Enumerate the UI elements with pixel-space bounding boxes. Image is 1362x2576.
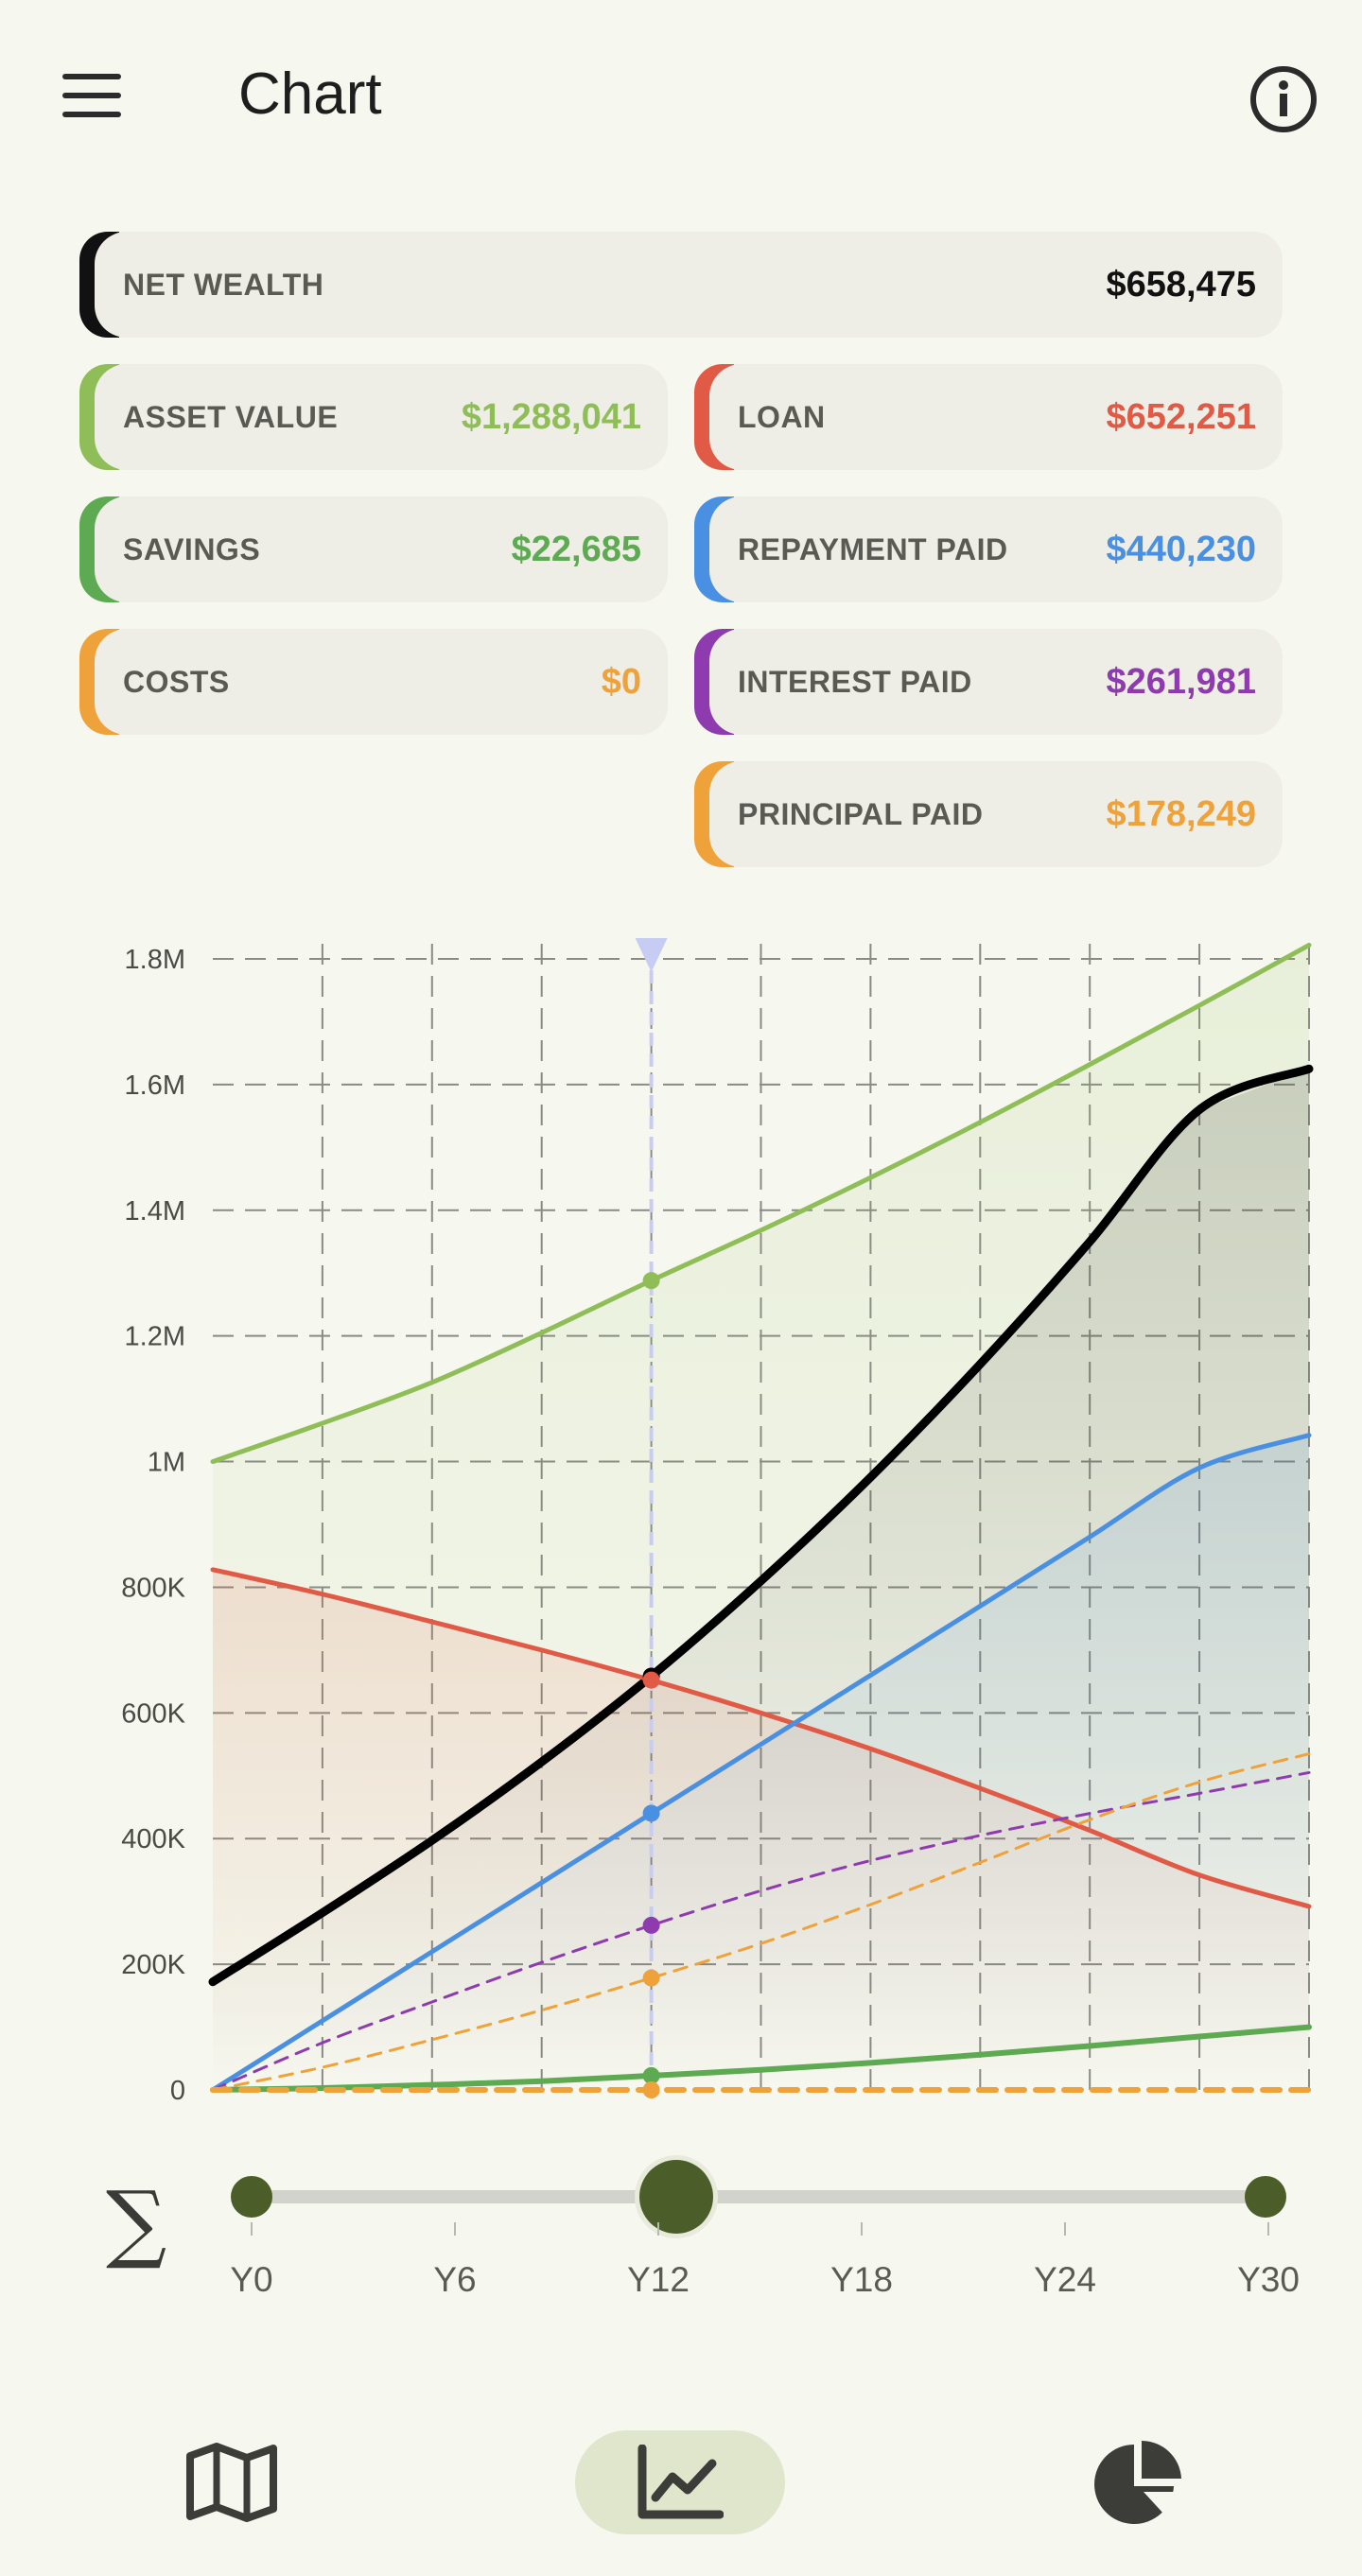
slider-label-y30: Y30 [1237,2260,1300,2299]
accent-bar [79,496,151,602]
accent-bar [694,364,766,470]
stat-label: LOAN [738,400,826,434]
y-tick-label: 1M [148,1448,185,1478]
info-icon[interactable] [1248,64,1318,134]
stat-value: $261,981 [1106,662,1257,702]
series-line-loan [210,1567,1312,1909]
slider-label-y18: Y18 [830,2260,893,2299]
menu-icon[interactable] [59,68,127,129]
y-tick-label: 0 [170,2076,185,2106]
accent-bar [694,629,766,735]
stat-label: REPAYMENT PAID [738,532,1008,566]
slider-label-y12: Y12 [627,2260,690,2299]
cursor-handle-icon [635,938,668,972]
chart-canvas[interactable]: 0 200K 400K 600K 800K 1M 1.2M 1.4M 1.6M 1.8M [0,898,1362,2109]
slider-label-y0: Y0 [230,2260,273,2299]
y-tick-label: 1.6M [125,1070,185,1101]
cursor-point-asset_value [642,1272,660,1290]
stat-savings[interactable]: SAVINGS $22,685 [79,496,668,602]
sigma-icon[interactable]: ∑ [106,2173,167,2272]
stat-interest-paid[interactable]: INTEREST PAID $261,981 [694,629,1283,735]
stat-value: $22,685 [511,530,641,569]
accent-bar [694,761,766,867]
series-line-asset_value [210,942,1312,1465]
slider-label-y24: Y24 [1034,2260,1096,2299]
series-line-interest_paid [211,1770,1311,2092]
stat-value: $658,475 [1106,265,1257,305]
series-line-savings [210,2024,1312,2093]
cursor-point-repayment_paid [642,1804,660,1822]
stat-label: PRINCIPAL PAID [738,797,984,831]
stat-value: $0 [601,662,641,702]
cursor-point-savings [642,2066,660,2084]
y-tick-label: 1.8M [125,945,185,975]
cursor-point-principal_paid [642,1969,660,1987]
y-tick-label: 800K [121,1573,185,1603]
accent-bar [79,364,151,470]
slider-start-dot [231,2176,272,2218]
accent-bar [79,232,151,338]
stat-repayment-paid[interactable]: REPAYMENT PAID $440,230 [694,496,1283,602]
year-slider-thumb[interactable] [639,2160,713,2234]
slider-tick [1064,2222,1066,2236]
stat-net-wealth[interactable]: NET WEALTH $658,475 [79,232,1283,338]
series-line-principal_paid [211,1752,1311,2092]
slider-tick [454,2222,456,2236]
stat-label: INTEREST PAID [738,665,972,699]
nav-breakdown[interactable] [1035,2430,1245,2534]
nav-map[interactable] [127,2430,337,2534]
stat-costs[interactable]: COSTS $0 [79,629,668,735]
y-tick-label: 200K [121,1950,185,1980]
series-fill-repayment_paid [213,1435,1309,2090]
stat-label: NET WEALTH [123,268,324,302]
accent-bar [79,629,151,735]
stat-asset-value[interactable]: ASSET VALUE $1,288,041 [79,364,668,470]
cursor-point-loan [642,1671,660,1689]
stat-label: ASSET VALUE [123,400,339,434]
series-line-net_wealth [208,1064,1314,1987]
slider-tick [657,2222,659,2236]
series-line-repayment_paid [210,1433,1312,2093]
app-bar: Chart [0,0,1362,199]
stat-value: $1,288,041 [461,397,641,437]
slider-end-dot [1245,2176,1286,2218]
slider-tick [1267,2222,1269,2236]
y-tick-label: 600K [121,1698,185,1729]
accent-bar [694,496,766,602]
map-icon [186,2443,277,2522]
stat-value: $178,249 [1106,794,1257,834]
stat-value: $440,230 [1106,530,1257,569]
cursor-point-interest_paid [642,1916,660,1934]
slider-label-y6: Y6 [433,2260,477,2299]
wealth-chart[interactable]: 0 200K 400K 600K 800K 1M 1.2M 1.4M 1.6M 1.8M [0,898,1362,2109]
stat-value: $652,251 [1106,397,1257,437]
chart-line-icon [637,2445,724,2519]
stat-loan[interactable]: LOAN $652,251 [694,364,1283,470]
stat-principal-paid[interactable]: PRINCIPAL PAID $178,249 [694,761,1283,867]
year-slider-track[interactable] [250,2190,1267,2203]
stat-label: SAVINGS [123,532,261,566]
y-tick-label: 1.2M [125,1322,185,1352]
slider-tick [861,2222,863,2236]
stat-label: COSTS [123,665,230,699]
pie-chart-icon [1094,2441,1181,2524]
y-tick-label: 1.4M [125,1196,185,1227]
y-tick-label: 400K [121,1824,185,1854]
cursor-point-costs [642,2081,660,2098]
nav-chart[interactable] [575,2430,785,2534]
slider-tick [251,2222,253,2236]
page-title: Chart [238,61,382,127]
